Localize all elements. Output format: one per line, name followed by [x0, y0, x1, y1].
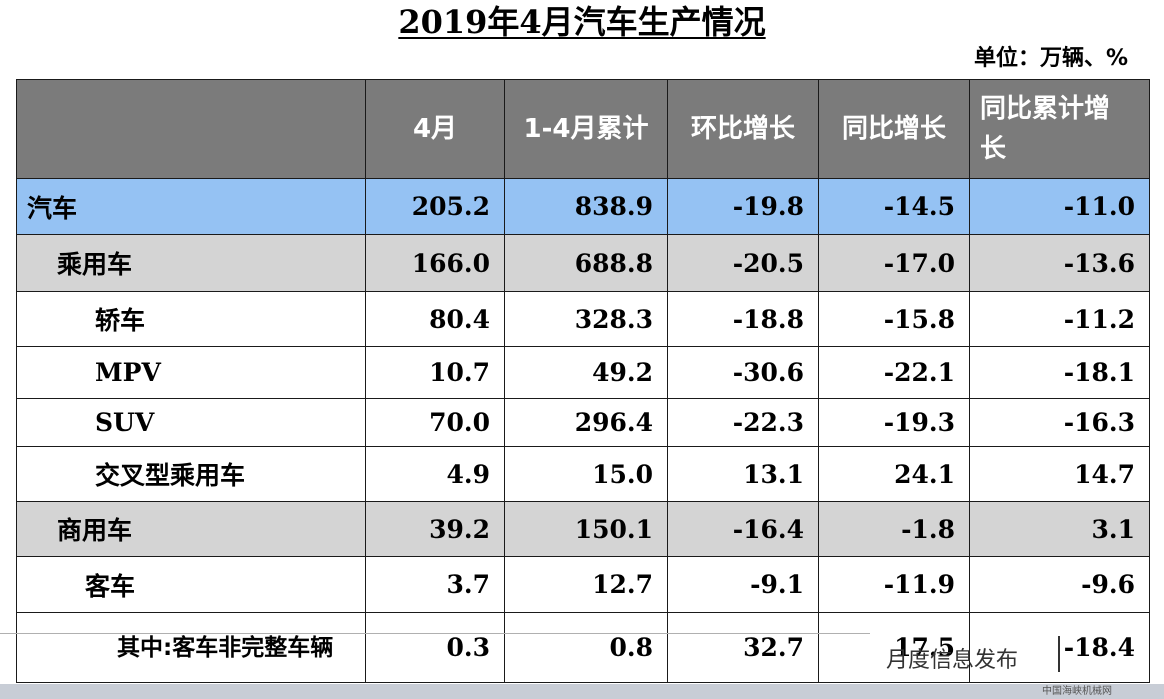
cell-value: 0.8	[504, 612, 668, 683]
row-label: 乘用车	[16, 234, 366, 292]
column-header-april: 4月	[365, 79, 505, 179]
cell-value: 17.5	[818, 612, 970, 683]
row-label: 商用车	[16, 501, 366, 557]
cell-value: 49.2	[504, 346, 668, 399]
cell-value: 296.4	[504, 398, 668, 447]
table-row: 汽车 205.2 838.9 -19.8 -14.5 -11.0	[16, 178, 1150, 235]
cell-value: 32.7	[667, 612, 819, 683]
row-label: 其中:客车非完整车辆	[16, 612, 366, 683]
cell-value: -15.8	[818, 291, 970, 347]
cell-value: 166.0	[365, 234, 505, 292]
table-row: 其中:客车非完整车辆 0.3 0.8 32.7 17.5 -18.4	[16, 612, 1150, 683]
cell-value: 3.1	[969, 501, 1150, 557]
cell-value: 13.1	[667, 446, 819, 502]
cell-value: 10.7	[365, 346, 505, 399]
cell-value: 3.7	[365, 556, 505, 613]
cell-value: -22.1	[818, 346, 970, 399]
cell-value: 39.2	[365, 501, 505, 557]
cell-value: -16.4	[667, 501, 819, 557]
column-header-yoy: 同比增长	[818, 79, 970, 179]
cell-value: 4.9	[365, 446, 505, 502]
table-row: 商用车 39.2 150.1 -16.4 -1.8 3.1	[16, 501, 1150, 557]
footer-caption: 月度信息发布	[886, 648, 1019, 673]
cell-value: -20.5	[667, 234, 819, 292]
cell-value: -14.5	[818, 178, 970, 235]
table-row: 交叉型乘用车 4.9 15.0 13.1 24.1 14.7	[16, 446, 1150, 502]
cell-value: 688.8	[504, 234, 668, 292]
cell-value: 150.1	[504, 501, 668, 557]
cell-value: -18.1	[969, 346, 1150, 399]
cell-value: -13.6	[969, 234, 1150, 292]
cell-value: -16.3	[969, 398, 1150, 447]
cell-value: -11.0	[969, 178, 1150, 235]
footer-separator	[1058, 636, 1060, 672]
cell-value: 0.3	[365, 612, 505, 683]
table-row: 乘用车 166.0 688.8 -20.5 -17.0 -13.6	[16, 234, 1150, 292]
cell-value: -18.8	[667, 291, 819, 347]
column-header-mom: 环比增长	[667, 79, 819, 179]
cell-value: -17.0	[818, 234, 970, 292]
bottom-strip	[0, 684, 1164, 699]
watermark: 中国海峡机械网	[1042, 686, 1112, 697]
production-table: 4月 1-4月累计 环比增长 同比增长 同比累计增长 汽车 205.2 838.…	[16, 79, 1150, 683]
column-header-yoy-cumulative: 同比累计增长	[969, 79, 1150, 179]
table-row: MPV 10.7 49.2 -30.6 -22.1 -18.1	[16, 346, 1150, 399]
table-row: SUV 70.0 296.4 -22.3 -19.3 -16.3	[16, 398, 1150, 447]
cell-value: -19.8	[667, 178, 819, 235]
cell-value: 24.1	[818, 446, 970, 502]
cell-value: 14.7	[969, 446, 1150, 502]
cell-value: -9.6	[969, 556, 1150, 613]
cell-value: 328.3	[504, 291, 668, 347]
page-title: 2019年4月汽车生产情况	[398, 3, 766, 41]
row-label: 轿车	[16, 291, 366, 347]
cell-value: -19.3	[818, 398, 970, 447]
row-label: MPV	[16, 346, 366, 399]
footer-divider	[0, 633, 870, 634]
cell-value: 838.9	[504, 178, 668, 235]
table-header-row: 4月 1-4月累计 环比增长 同比增长 同比累计增长	[16, 79, 1150, 179]
column-header-name	[16, 79, 366, 179]
table-row: 轿车 80.4 328.3 -18.8 -15.8 -11.2	[16, 291, 1150, 347]
cell-value: 70.0	[365, 398, 505, 447]
cell-value: 80.4	[365, 291, 505, 347]
cell-value: 12.7	[504, 556, 668, 613]
row-label: 汽车	[16, 178, 366, 235]
cell-value: -9.1	[667, 556, 819, 613]
cell-value: -30.6	[667, 346, 819, 399]
cell-value: -11.9	[818, 556, 970, 613]
cell-value: -11.2	[969, 291, 1150, 347]
cell-value: 205.2	[365, 178, 505, 235]
cell-value: -22.3	[667, 398, 819, 447]
cell-value: -1.8	[818, 501, 970, 557]
row-label: SUV	[16, 398, 366, 447]
cell-value: 15.0	[504, 446, 668, 502]
table-row: 客车 3.7 12.7 -9.1 -11.9 -9.6	[16, 556, 1150, 613]
column-header-cumulative: 1-4月累计	[504, 79, 668, 179]
unit-label: 单位：万辆、%	[973, 46, 1128, 71]
row-label: 客车	[16, 556, 366, 613]
row-label: 交叉型乘用车	[16, 446, 366, 502]
